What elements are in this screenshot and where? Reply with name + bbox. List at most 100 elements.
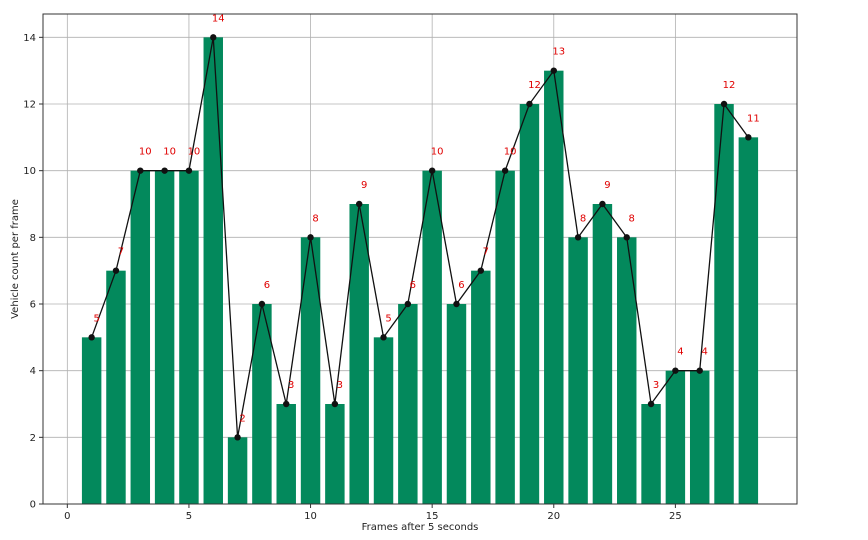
bar (349, 204, 369, 504)
data-point (137, 167, 144, 174)
x-tick-label: 25 (669, 511, 682, 522)
bar (617, 237, 637, 505)
data-label: 13 (552, 47, 565, 58)
series-line (91, 37, 749, 438)
data-label: 2 (239, 413, 245, 424)
bar (495, 170, 515, 504)
data-point (550, 67, 557, 74)
data-label: 9 (604, 180, 610, 191)
bar (592, 204, 613, 504)
data-point (574, 234, 582, 241)
trend-line (91, 37, 749, 438)
data-label: 10 (431, 147, 444, 158)
data-point (161, 167, 168, 174)
data-point (283, 400, 290, 408)
data-point (210, 34, 217, 41)
data-label: 6 (264, 280, 270, 291)
y-tick-label: 12 (23, 100, 36, 111)
y-tick-label: 8 (30, 233, 36, 244)
bar (422, 170, 442, 504)
data-point (112, 267, 120, 274)
data-point (380, 334, 387, 341)
bar (300, 237, 321, 505)
data-point (696, 367, 703, 374)
points (88, 34, 752, 441)
bar (665, 370, 686, 504)
data-label: 12 (723, 80, 736, 91)
data-label: 5 (93, 313, 99, 324)
data-label: 4 (677, 347, 683, 358)
y-tick-label: 14 (23, 33, 36, 44)
data-label: 7 (483, 247, 489, 258)
data-point (258, 300, 266, 308)
data-point (404, 300, 412, 308)
data-point (672, 367, 679, 374)
data-point (234, 434, 241, 441)
bar (130, 170, 151, 504)
data-label: 3 (288, 380, 294, 391)
bars (81, 37, 759, 505)
bar (568, 237, 588, 505)
x-tick-label: 0 (64, 511, 70, 522)
data-point (428, 167, 436, 174)
y-tick-label: 6 (30, 300, 36, 311)
bar (203, 37, 223, 504)
y-tick-label: 10 (23, 166, 36, 177)
data-label: 8 (312, 213, 318, 224)
data-point (453, 300, 460, 308)
bar (179, 170, 199, 504)
bar (641, 404, 661, 504)
data-label: 7 (118, 247, 124, 258)
data-point (355, 200, 363, 208)
data-point (307, 234, 314, 241)
data-point (720, 100, 728, 108)
data-point (599, 200, 606, 208)
data-label: 10 (188, 147, 201, 158)
x-axis-title: Frames after 5 seconds (362, 522, 479, 533)
data-point (477, 267, 485, 274)
bar (252, 304, 272, 504)
data-point (526, 100, 533, 108)
data-label: 10 (504, 147, 517, 158)
data-label: 10 (139, 147, 152, 158)
bar (738, 137, 759, 505)
bar (106, 270, 126, 504)
data-label: 6 (410, 280, 416, 291)
data-point (501, 167, 509, 174)
data-point (88, 334, 95, 341)
y-tick-label: 0 (30, 500, 36, 511)
data-label: 3 (653, 380, 659, 391)
x-tick-label: 20 (547, 511, 560, 522)
data-label: 10 (163, 147, 176, 158)
data-label: 8 (629, 213, 635, 224)
bar (276, 404, 296, 504)
data-label: 5 (385, 313, 391, 324)
data-labels: 5 7 10 10 10 14 2 6 3 8 3 9 5 6 10 6 7 10 12 13 8 9 8 3 4 4 12 11 (93, 13, 759, 424)
data-label: 8 (580, 213, 586, 224)
bar (398, 304, 418, 504)
data-label: 4 (702, 347, 708, 358)
bar (519, 104, 540, 504)
data-label: 9 (361, 180, 367, 191)
y-axis-title: Vehicle count per frame (10, 199, 21, 319)
bar (373, 337, 394, 504)
data-point (745, 134, 752, 141)
bar (154, 170, 175, 504)
bar (81, 337, 102, 504)
data-label: 6 (458, 280, 464, 291)
bar (227, 437, 248, 504)
bar (446, 304, 467, 504)
y-tick-label: 2 (30, 433, 36, 444)
x-tick-label: 5 (186, 511, 192, 522)
x-tick-label: 10 (304, 511, 317, 522)
data-label: 14 (212, 13, 225, 24)
data-label: 12 (528, 80, 541, 91)
data-point (185, 167, 193, 174)
bar (471, 270, 491, 504)
data-label: 3 (337, 380, 343, 391)
data-point (331, 400, 339, 408)
plot-frame (42, 13, 798, 505)
data-point (623, 234, 630, 241)
